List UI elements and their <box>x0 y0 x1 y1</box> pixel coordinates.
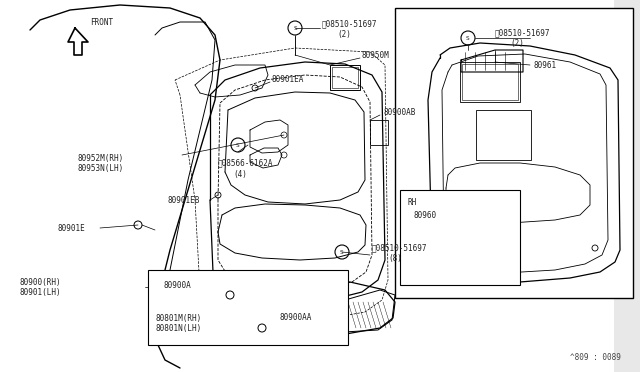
Text: 80901(LH): 80901(LH) <box>20 288 61 296</box>
Text: 80952M(RH): 80952M(RH) <box>78 154 124 163</box>
Bar <box>332 67 358 88</box>
Text: S: S <box>466 35 470 41</box>
Text: 80953N(LH): 80953N(LH) <box>78 164 124 173</box>
Text: 80960: 80960 <box>413 211 436 219</box>
Text: Ⓝ08510-51697: Ⓝ08510-51697 <box>372 244 428 253</box>
Text: 80801N(LH): 80801N(LH) <box>155 324 201 333</box>
Bar <box>148 270 348 345</box>
Text: (2): (2) <box>510 38 524 48</box>
Text: (4): (4) <box>233 170 247 179</box>
Bar <box>476 110 531 160</box>
Bar <box>400 190 520 285</box>
Text: 80900AB: 80900AB <box>383 108 415 116</box>
Text: (2): (2) <box>337 29 351 38</box>
Text: (8): (8) <box>388 253 402 263</box>
Text: 80900(RH): 80900(RH) <box>20 278 61 286</box>
Text: RH: RH <box>408 198 417 206</box>
Bar <box>370 120 388 145</box>
Text: 80900A: 80900A <box>163 280 191 289</box>
Text: S: S <box>340 250 344 254</box>
Text: 80901E: 80901E <box>58 224 86 232</box>
Bar <box>330 65 360 90</box>
Text: Ⓝ08510-51697: Ⓝ08510-51697 <box>495 29 550 38</box>
Text: 80961: 80961 <box>533 61 556 70</box>
Text: 80901EB: 80901EB <box>168 196 200 205</box>
Text: S: S <box>293 26 297 31</box>
Bar <box>395 8 633 298</box>
Bar <box>462 64 518 100</box>
Text: S: S <box>236 142 240 148</box>
Text: 80950M: 80950M <box>362 51 390 60</box>
Text: 80901EA: 80901EA <box>272 74 305 83</box>
Text: Ⓝ08566-6162A: Ⓝ08566-6162A <box>218 158 273 167</box>
Text: Ⓝ08510-51697: Ⓝ08510-51697 <box>322 19 378 29</box>
Text: ^809 : 0089: ^809 : 0089 <box>570 353 621 362</box>
Text: FRONT: FRONT <box>90 17 113 26</box>
Text: 80900AA: 80900AA <box>280 314 312 323</box>
Bar <box>460 62 520 102</box>
Text: 80801M(RH): 80801M(RH) <box>155 314 201 323</box>
